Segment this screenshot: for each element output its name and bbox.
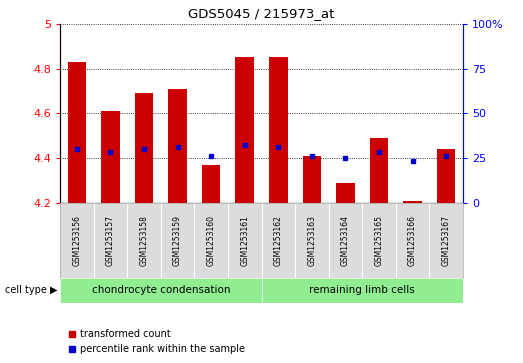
Text: GSM1253163: GSM1253163 [308, 215, 316, 266]
Text: GSM1253161: GSM1253161 [240, 215, 249, 266]
Bar [202, 165, 220, 203]
Bar [60, 278, 262, 303]
Text: GSM1253160: GSM1253160 [207, 215, 215, 266]
Text: remaining limb cells: remaining limb cells [309, 285, 415, 295]
Text: GSM1253156: GSM1253156 [72, 215, 82, 266]
Text: cell type ▶: cell type ▶ [5, 285, 58, 295]
Text: GSM1253157: GSM1253157 [106, 215, 115, 266]
Bar [437, 149, 456, 203]
Legend: transformed count, percentile rank within the sample: transformed count, percentile rank withi… [65, 326, 248, 358]
Text: GSM1253158: GSM1253158 [140, 215, 149, 266]
Bar [370, 138, 388, 203]
Bar [168, 89, 187, 203]
Text: GSM1253166: GSM1253166 [408, 215, 417, 266]
Text: GSM1253167: GSM1253167 [441, 215, 451, 266]
Text: GSM1253162: GSM1253162 [274, 215, 283, 266]
Bar [101, 111, 120, 203]
Bar [135, 93, 153, 203]
Text: GSM1253159: GSM1253159 [173, 215, 182, 266]
Bar [235, 57, 254, 203]
Bar [67, 62, 86, 203]
Text: chondrocyte condensation: chondrocyte condensation [92, 285, 230, 295]
Bar [403, 201, 422, 203]
Text: GSM1253165: GSM1253165 [374, 215, 383, 266]
Bar [269, 57, 288, 203]
Text: GSM1253164: GSM1253164 [341, 215, 350, 266]
Text: GDS5045 / 215973_at: GDS5045 / 215973_at [188, 7, 335, 20]
Bar [262, 278, 463, 303]
Bar [336, 183, 355, 203]
Bar [303, 156, 321, 203]
